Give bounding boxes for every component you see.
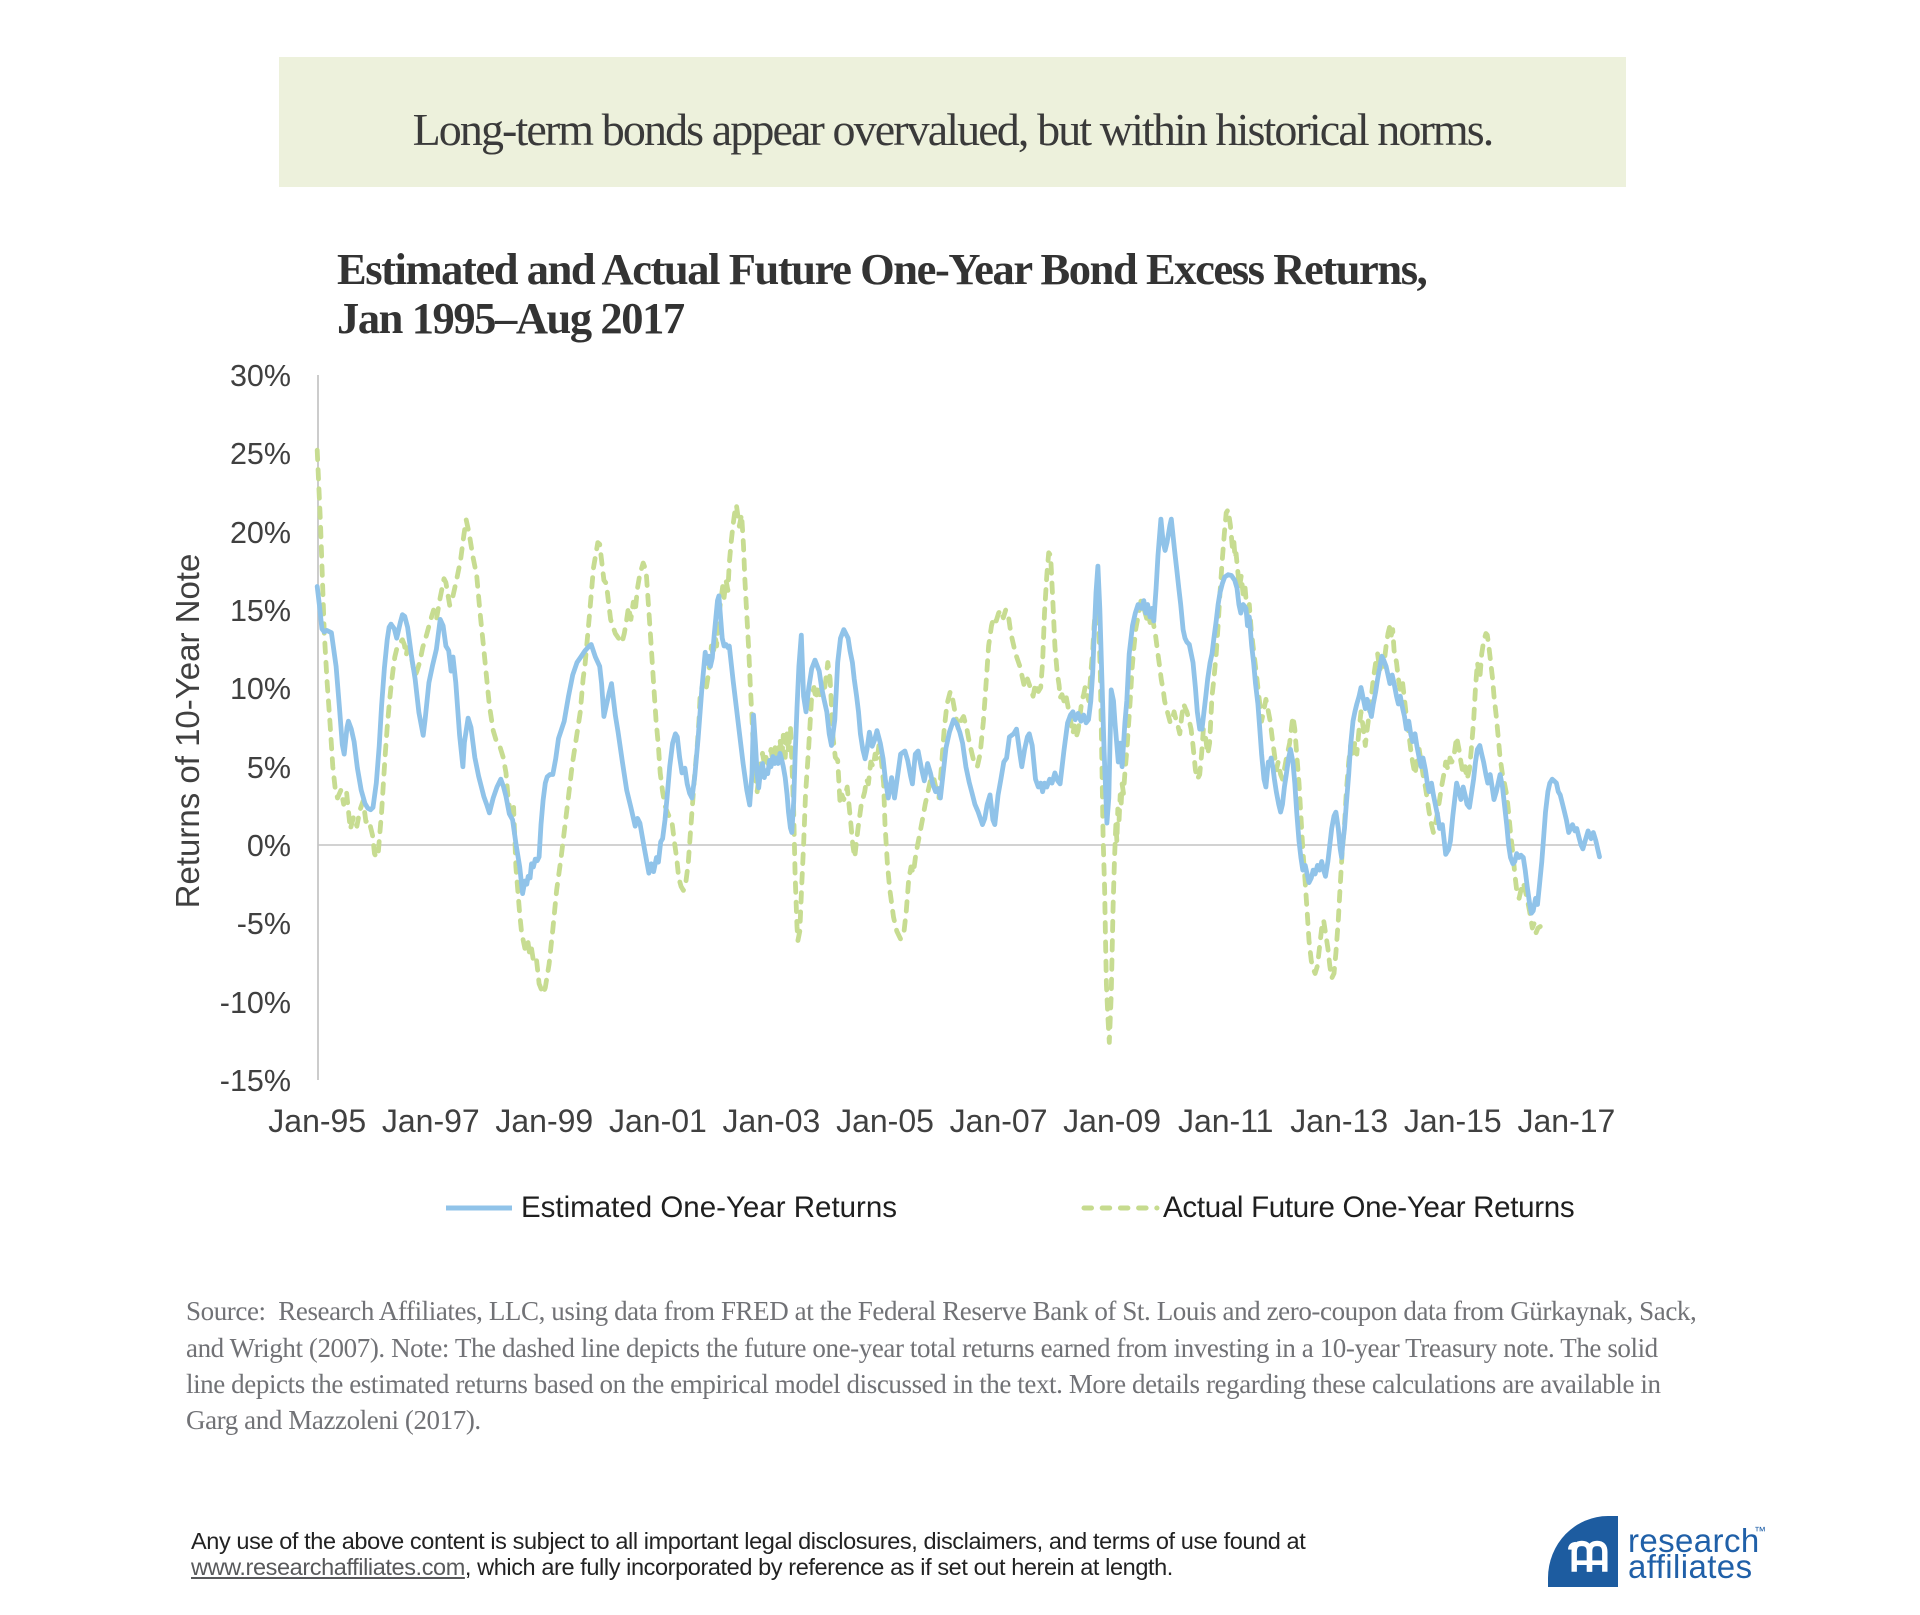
svg-text:10%: 10% — [230, 672, 291, 706]
svg-text:Jan-01: Jan-01 — [609, 1103, 707, 1139]
svg-text:Jan-13: Jan-13 — [1290, 1103, 1388, 1139]
svg-text:Jan-97: Jan-97 — [382, 1103, 480, 1139]
svg-text:Jan-15: Jan-15 — [1404, 1103, 1502, 1139]
svg-text:-15%: -15% — [220, 1064, 291, 1098]
svg-text:Actual Future One-Year Returns: Actual Future One-Year Returns — [1163, 1191, 1574, 1224]
svg-text:Returns of 10-Year Note: Returns of 10-Year Note — [169, 554, 206, 909]
svg-text:-10%: -10% — [220, 986, 291, 1020]
svg-text:Jan-09: Jan-09 — [1063, 1103, 1161, 1139]
svg-text:30%: 30% — [230, 359, 291, 393]
svg-text:Jan-11: Jan-11 — [1178, 1103, 1273, 1139]
svg-text:-5%: -5% — [237, 907, 291, 941]
svg-text:Jan-17: Jan-17 — [1517, 1103, 1615, 1139]
svg-text:Jan-95: Jan-95 — [268, 1103, 366, 1139]
svg-text:Estimated One-Year Returns: Estimated One-Year Returns — [521, 1191, 897, 1224]
svg-text:15%: 15% — [230, 594, 291, 628]
svg-text:Jan-99: Jan-99 — [495, 1103, 593, 1139]
svg-text:20%: 20% — [230, 516, 291, 550]
svg-text:0%: 0% — [247, 829, 291, 863]
svg-text:Jan-07: Jan-07 — [950, 1103, 1048, 1139]
svg-text:Jan-05: Jan-05 — [836, 1103, 934, 1139]
svg-text:5%: 5% — [247, 751, 291, 785]
svg-text:25%: 25% — [230, 437, 291, 471]
svg-text:Jan-03: Jan-03 — [722, 1103, 820, 1139]
